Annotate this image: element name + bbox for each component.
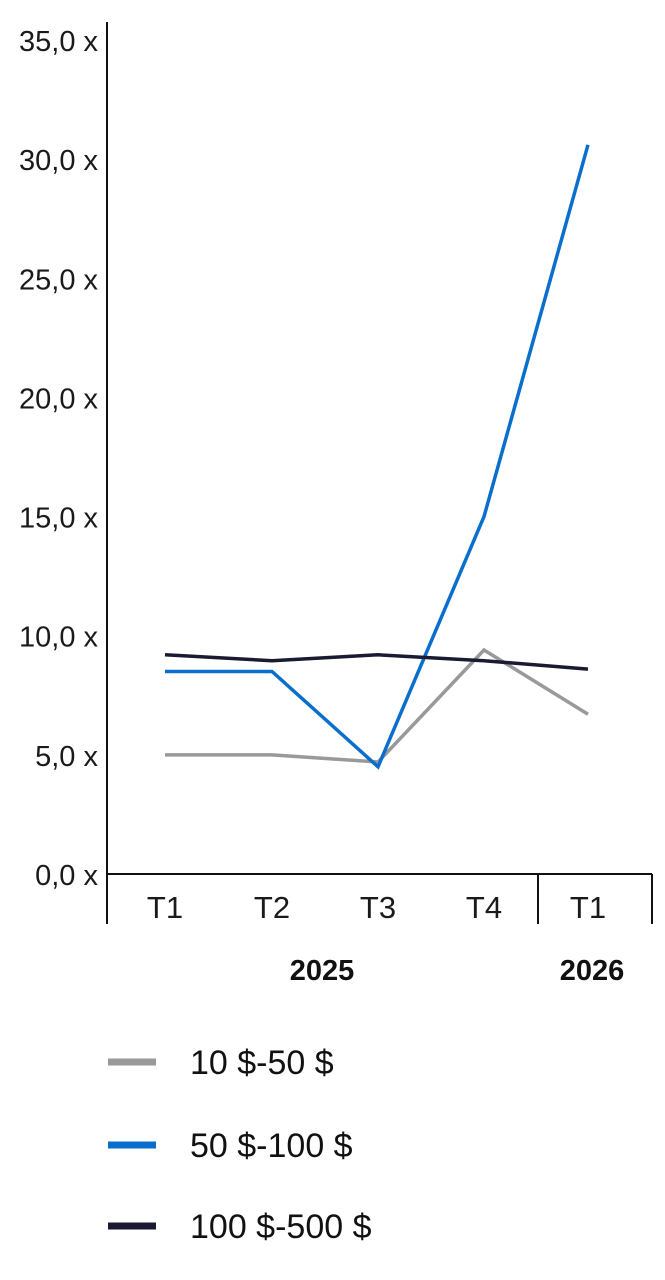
y-tick-label: 30,0 x: [19, 145, 98, 177]
series-line-3: [164, 653, 589, 671]
year-label: 2026: [560, 955, 625, 987]
y-tick-label: 25,0 x: [19, 264, 98, 296]
y-tick-label: 10,0 x: [19, 622, 98, 654]
legend-label: 50 $-100 $: [190, 1127, 353, 1165]
axes: [106, 22, 653, 924]
y-tick-label: 20,0 x: [19, 383, 98, 415]
x-tick-label: T1: [570, 890, 606, 925]
series-lines: [164, 144, 590, 770]
legend-label: 100 $-500 $: [190, 1208, 372, 1246]
year-label: 2025: [290, 955, 355, 987]
legend-label: 10 $-50 $: [190, 1044, 334, 1082]
y-tick-label: 0,0 x: [35, 860, 98, 892]
x-tick-label: T4: [466, 890, 502, 925]
y-tick-label: 35,0 x: [19, 26, 98, 58]
x-tick-label: T2: [254, 890, 290, 925]
series-line-1: [165, 647, 589, 764]
x-tick-label: T1: [147, 890, 183, 925]
year-labels: 2025 2026: [290, 955, 625, 987]
y-tick-label: 5,0 x: [35, 741, 98, 773]
y-tick-label: 15,0 x: [19, 503, 98, 535]
x-tick-label: T3: [360, 890, 396, 925]
x-axis-ticks: T1 T2 T3 T4 T1: [147, 890, 606, 925]
series-line-2: [165, 144, 590, 770]
y-axis-ticks: 0,0 x 5,0 x 10,0 x 15,0 x 20,0 x 25,0 x 30,0 x…: [19, 26, 98, 892]
legend: 10 $-50 $ 50 $-100 $ 100 $-500 $: [108, 1044, 372, 1246]
